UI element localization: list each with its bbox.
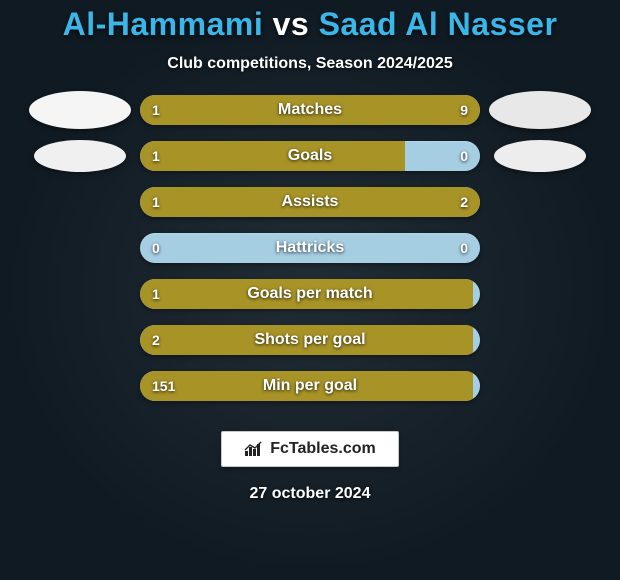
stat-bar: 10Goals xyxy=(140,141,480,171)
title-player1: Al-Hammami xyxy=(63,6,264,42)
team-logo-p1b xyxy=(34,140,126,172)
stat-rows: 19Matches10Goals12Assists00Hattricks1Goa… xyxy=(20,95,600,417)
subtitle: Club competitions, Season 2024/2025 xyxy=(167,55,452,73)
date-label: 27 october 2024 xyxy=(250,485,371,503)
stat-row: 2Shots per goal xyxy=(20,325,600,355)
bar-fill-p1 xyxy=(140,95,174,125)
stat-row: 10Goals xyxy=(20,141,600,171)
bar-fill-p1 xyxy=(140,371,473,401)
left-logo-slot xyxy=(20,91,140,129)
bar-fill-p1 xyxy=(140,141,405,171)
stat-row: 1Goals per match xyxy=(20,279,600,309)
brand-icon xyxy=(244,441,264,457)
stat-value-p2: 0 xyxy=(460,233,468,263)
stat-bar: 151Min per goal xyxy=(140,371,480,401)
stat-bar: 0 0Hattricks xyxy=(140,233,480,263)
team-logo-p2 xyxy=(489,91,591,129)
stat-row: 12Assists xyxy=(20,187,600,217)
right-logo-slot xyxy=(480,91,600,129)
stat-row: 19Matches xyxy=(20,95,600,125)
team-logo-p1 xyxy=(29,91,131,129)
title-vs: vs xyxy=(273,6,310,42)
bar-fill-p1 xyxy=(140,187,252,217)
left-logo-slot xyxy=(20,140,140,172)
stat-value-p1: 0 xyxy=(152,233,160,263)
title-player2: Saad Al Nasser xyxy=(319,6,558,42)
bar-fill-p2 xyxy=(174,95,480,125)
brand-badge[interactable]: FcTables.com xyxy=(221,431,399,467)
brand-text: FcTables.com xyxy=(270,440,376,458)
right-logo-slot xyxy=(480,140,600,172)
stat-label: Hattricks xyxy=(140,233,480,263)
comparison-infographic: Al-Hammami vs Saad Al Nasser Club compet… xyxy=(0,0,620,580)
stat-bar: 12Assists xyxy=(140,187,480,217)
stat-bar: 19Matches xyxy=(140,95,480,125)
bar-fill-p2 xyxy=(252,187,480,217)
stat-value-p2: 0 xyxy=(460,141,468,171)
page-title: Al-Hammami vs Saad Al Nasser xyxy=(63,6,558,43)
stat-bar: 1Goals per match xyxy=(140,279,480,309)
team-logo-p2b xyxy=(494,140,586,172)
stat-bar: 2Shots per goal xyxy=(140,325,480,355)
stat-row: 0 0Hattricks xyxy=(20,233,600,263)
stat-row: 151Min per goal xyxy=(20,371,600,401)
bar-fill-p1 xyxy=(140,279,473,309)
bar-fill-p1 xyxy=(140,325,473,355)
